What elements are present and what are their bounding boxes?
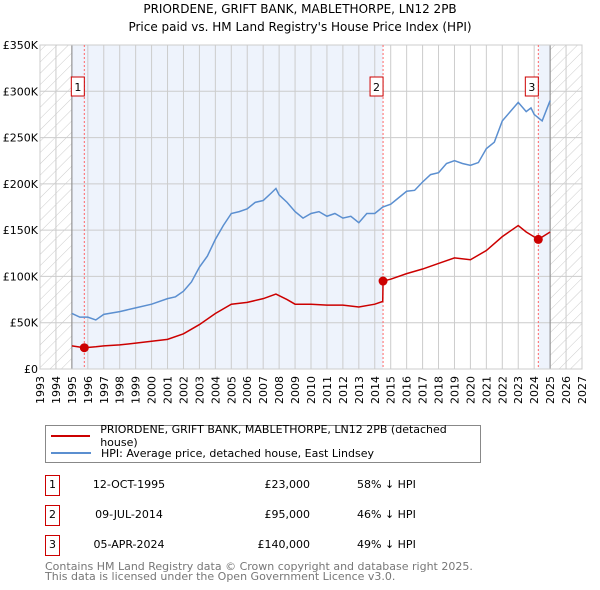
x-tick-label: 2017 bbox=[417, 376, 430, 404]
y-tick-label: £350K bbox=[3, 39, 39, 52]
sale-label-text: 2 bbox=[373, 81, 380, 94]
x-tick-label: 2011 bbox=[321, 376, 334, 404]
transaction-date: 05-APR-2024 bbox=[93, 538, 165, 551]
sale-point bbox=[378, 276, 388, 286]
sale-point bbox=[533, 234, 543, 244]
transaction-row: 1 12-OCT-1995 £23,000 58% ↓ HPI bbox=[45, 475, 445, 496]
price-chart: 1993 1994 1995 1996 1997 1998 1999 2000 2001 2002… bbox=[3, 39, 589, 404]
transaction-price: £95,000 bbox=[264, 508, 311, 521]
x-tick-label: 2007 bbox=[257, 376, 270, 404]
x-tick-label: 2004 bbox=[209, 376, 222, 404]
x-tick-label: 2003 bbox=[193, 376, 206, 404]
sale-point bbox=[79, 343, 89, 353]
sale-label-3: 3 bbox=[524, 76, 539, 97]
x-tick-label: 2021 bbox=[480, 376, 493, 404]
transaction-price: £23,000 bbox=[264, 478, 311, 491]
x-tick-label: 1999 bbox=[130, 376, 143, 404]
sale-label-text: 1 bbox=[74, 81, 81, 94]
legend-line-red bbox=[51, 435, 91, 437]
transaction-number: 1 bbox=[45, 475, 60, 496]
x-tick-label: 2023 bbox=[512, 376, 525, 404]
x-tick-label: 2019 bbox=[448, 376, 461, 404]
transaction-number: 2 bbox=[45, 505, 60, 526]
x-tick-label: 2009 bbox=[289, 376, 302, 404]
legend: PRIORDENE, GRIFT BANK, MABLETHORPE, LN12… bbox=[45, 423, 481, 463]
plot-frame bbox=[39, 44, 583, 370]
y-tick-label: £50K bbox=[10, 317, 39, 330]
x-tick-label: 1998 bbox=[114, 376, 127, 404]
transaction-number: 3 bbox=[45, 535, 60, 556]
hpi-line bbox=[71, 100, 551, 321]
x-tick-label: 2015 bbox=[385, 376, 398, 404]
sale-label-1: 1 bbox=[70, 76, 85, 97]
legend-label: PRIORDENE, GRIFT BANK, MABLETHORPE, LN12… bbox=[100, 423, 447, 449]
y-tick-label: £200K bbox=[3, 178, 39, 191]
x-tick-label: 2010 bbox=[305, 376, 318, 404]
x-tick-label: 2022 bbox=[496, 376, 509, 404]
chart-subtitle: Price paid vs. HM Land Registry's House … bbox=[128, 20, 472, 34]
y-tick-label: £300K bbox=[3, 85, 39, 98]
y-tick-label: £150K bbox=[3, 224, 39, 237]
legend-item-hpi: HPI: Average price, detached house, East… bbox=[51, 445, 374, 461]
x-tick-label: 2014 bbox=[369, 376, 382, 404]
ownership-shade bbox=[538, 45, 551, 369]
x-tick-label: 1994 bbox=[50, 376, 63, 404]
x-tick-label: 1995 bbox=[66, 376, 79, 404]
x-tick-label: 2005 bbox=[225, 376, 238, 404]
x-tick-label: 2027 bbox=[576, 376, 589, 404]
legend-label: HPI: Average price, detached house, East… bbox=[101, 446, 375, 460]
y-tick-label: £250K bbox=[3, 132, 39, 145]
transaction-row: 3 05-APR-2024 £140,000 49% ↓ HPI bbox=[45, 535, 445, 556]
transaction-date: 12-OCT-1995 bbox=[92, 478, 166, 491]
price-paid-line bbox=[71, 224, 551, 349]
x-tick-label: 2006 bbox=[241, 376, 254, 404]
transaction-row: 2 09-JUL-2014 £95,000 46% ↓ HPI bbox=[45, 505, 445, 526]
transaction-hpi: 46% ↓ HPI bbox=[357, 508, 416, 521]
sale-label-box bbox=[70, 76, 85, 97]
x-tick-label: 2025 bbox=[544, 376, 557, 404]
x-tick-label: 2000 bbox=[146, 376, 159, 404]
footer-line-2: This data is licensed under the Open Gov… bbox=[45, 570, 396, 583]
x-tick-label: 1993 bbox=[34, 376, 47, 404]
ownership-shade bbox=[71, 45, 384, 369]
transaction-price: £140,000 bbox=[257, 538, 311, 551]
x-tick-label: 2024 bbox=[528, 376, 541, 404]
chart-title: PRIORDENE, GRIFT BANK, MABLETHORPE, LN12… bbox=[143, 2, 457, 16]
x-tick-label: 2001 bbox=[162, 376, 175, 404]
sale-label-box bbox=[524, 76, 539, 97]
transaction-hpi: 49% ↓ HPI bbox=[357, 538, 416, 551]
y-tick-label: £0 bbox=[24, 363, 38, 376]
x-tick-label: 2002 bbox=[177, 376, 190, 404]
x-tick-label: 2016 bbox=[401, 376, 414, 404]
x-tick-label: 1996 bbox=[82, 376, 95, 404]
y-tick-label: £100K bbox=[3, 270, 39, 283]
sale-label-2: 2 bbox=[369, 76, 384, 97]
x-tick-label: 2013 bbox=[353, 376, 366, 404]
x-tick-label: 2026 bbox=[560, 376, 573, 404]
x-tick-label: 2020 bbox=[464, 376, 477, 404]
x-tick-label: 1997 bbox=[98, 376, 111, 404]
x-tick-label: 2008 bbox=[273, 376, 286, 404]
sale-label-text: 3 bbox=[528, 81, 535, 94]
legend-item-property: PRIORDENE, GRIFT BANK, MABLETHORPE, LN12… bbox=[51, 423, 480, 449]
sale-label-box bbox=[369, 76, 384, 97]
x-tick-label: 2018 bbox=[433, 376, 446, 404]
transaction-date: 09-JUL-2014 bbox=[95, 508, 163, 521]
x-tick-label: 2012 bbox=[337, 376, 350, 404]
legend-line-blue bbox=[51, 452, 91, 454]
transaction-hpi: 58% ↓ HPI bbox=[357, 478, 416, 491]
footer-line-1: Contains HM Land Registry data © Crown c… bbox=[45, 560, 473, 573]
